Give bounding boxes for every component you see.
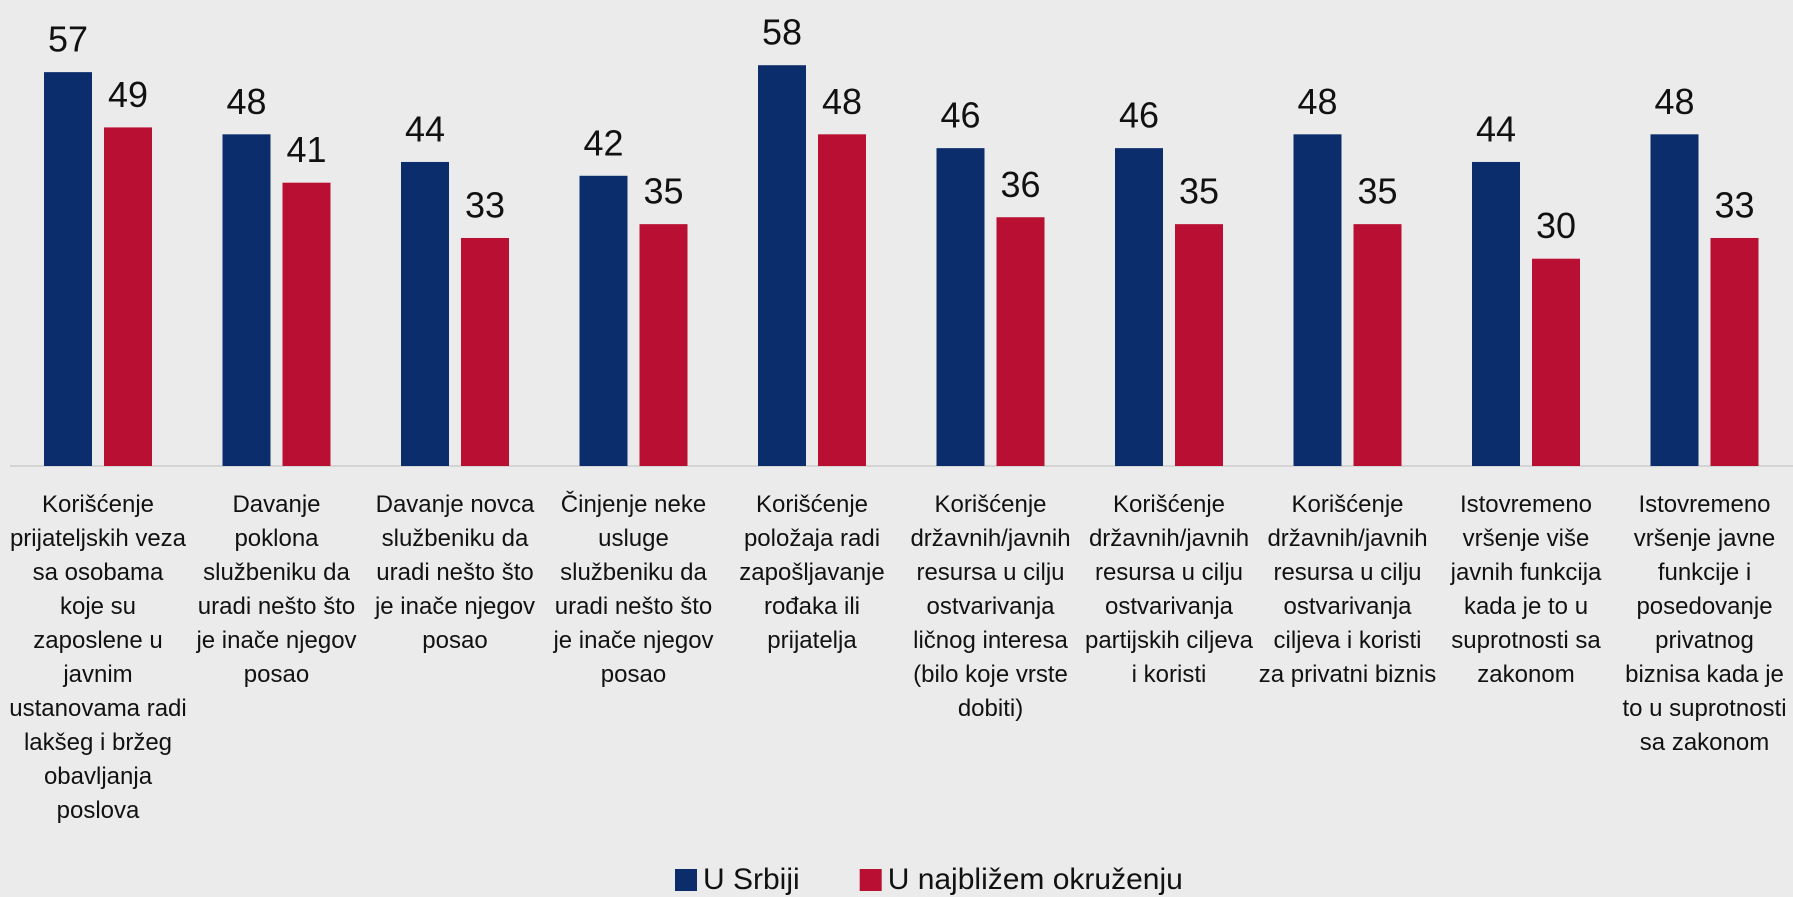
bar <box>1472 161 1520 466</box>
bar <box>1650 134 1699 466</box>
bar <box>1115 148 1163 466</box>
data-label: 33 <box>1714 184 1754 225</box>
legend-swatch <box>859 869 882 891</box>
x-tick-label: Davanje novca službeniku da uradi nešto … <box>374 491 536 654</box>
data-label: 48 <box>226 81 266 122</box>
data-label: 48 <box>1654 81 1694 122</box>
data-label: 30 <box>1536 205 1576 246</box>
bar <box>1293 134 1342 466</box>
bar <box>579 175 628 466</box>
x-tick-label: Korišćenje prijateljskih veza sa osobama… <box>9 491 187 824</box>
bar <box>1710 237 1759 466</box>
legend-label: U Srbiji <box>703 863 800 896</box>
data-label: 58 <box>762 12 802 53</box>
bar <box>1532 258 1580 466</box>
data-label: 44 <box>1476 108 1516 149</box>
legend-swatch <box>675 869 697 891</box>
x-tick-label: Istovremeno vršenje javne funkcije i pos… <box>1622 491 1787 756</box>
x-tick-label: Korišćenje položaja radi zapošljavanje r… <box>739 491 885 654</box>
data-label: 36 <box>1000 164 1040 205</box>
data-label: 57 <box>48 19 88 60</box>
data-label: 42 <box>583 122 623 163</box>
x-tick-label: Davanje poklona službeniku da uradi nešt… <box>196 491 357 688</box>
data-label: 44 <box>405 108 445 149</box>
bar <box>282 182 331 466</box>
bar <box>818 134 866 466</box>
bar <box>401 161 449 466</box>
bar <box>461 237 509 466</box>
x-tick-label: Korišćenje državnih/javnih resursa u cil… <box>1084 491 1254 688</box>
data-label: 46 <box>1119 95 1159 136</box>
bar <box>44 72 92 466</box>
data-label: 35 <box>1179 171 1219 212</box>
data-label: 48 <box>1297 81 1337 122</box>
bar <box>996 217 1045 466</box>
data-label: 41 <box>286 129 326 170</box>
data-label: 49 <box>108 74 148 115</box>
x-tick-label: Korišćenje državnih/javnih resursa u cil… <box>1258 491 1437 688</box>
x-tick-label: Činjenje neke usluge službeniku da uradi… <box>553 491 714 688</box>
data-label: 48 <box>822 81 862 122</box>
bar <box>222 134 271 466</box>
x-tick-label: Istovremeno vršenje više javnih funkcija… <box>1450 491 1602 688</box>
data-label: 46 <box>940 95 980 136</box>
data-label: 35 <box>1357 171 1397 212</box>
bar <box>1175 224 1223 466</box>
bar <box>936 148 985 466</box>
data-label: 35 <box>643 171 683 212</box>
data-label: 33 <box>465 184 505 225</box>
x-tick-label: Korišćenje državnih/javnih resursa u cil… <box>910 491 1071 722</box>
bar <box>758 65 806 466</box>
bar <box>639 224 688 466</box>
bar <box>1353 224 1402 466</box>
bar <box>104 127 152 466</box>
legend-label: U najbližem okruženju <box>888 863 1183 896</box>
